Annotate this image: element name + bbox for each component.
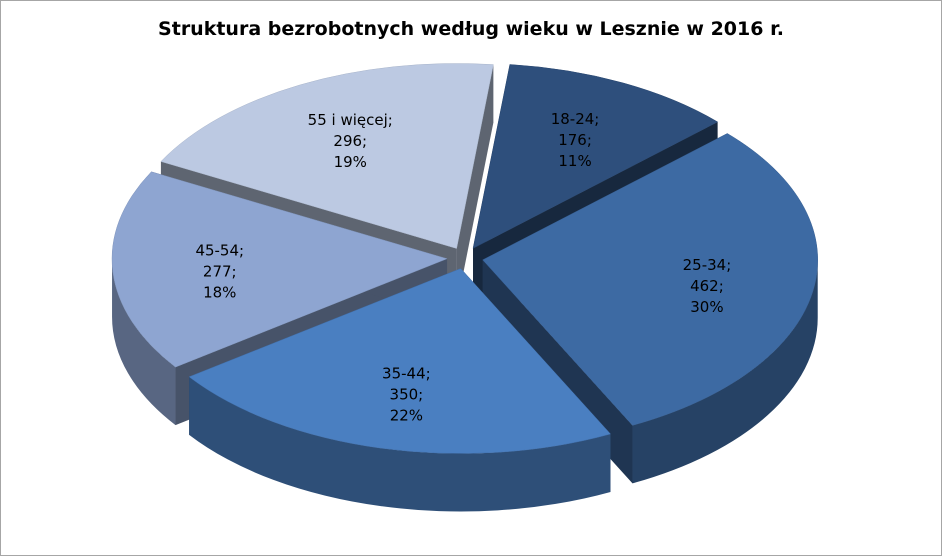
slice-wall-55-i-więcej	[456, 64, 494, 307]
slice-label: 25-34; 462; 30%	[683, 256, 732, 316]
slice-55-i-więcej	[160, 63, 494, 249]
slice-label: 45-54; 277; 18%	[195, 241, 244, 301]
slice-35-44	[188, 268, 611, 454]
slice-label: 55 i więcej; 296; 19%	[308, 111, 393, 171]
slice-side-35-44	[189, 376, 611, 512]
slice-18-24	[472, 64, 719, 249]
slice-label: 18-24; 176; 11%	[551, 110, 600, 170]
slice-side-25-34	[632, 259, 818, 484]
slice-45-54	[111, 171, 448, 368]
chart-title: Struktura bezrobotnych według wieku w Le…	[158, 18, 784, 40]
slice-25-34	[482, 133, 818, 426]
slice-side-45-54	[112, 258, 176, 426]
slice-label: 35-44; 350; 22%	[382, 365, 431, 425]
